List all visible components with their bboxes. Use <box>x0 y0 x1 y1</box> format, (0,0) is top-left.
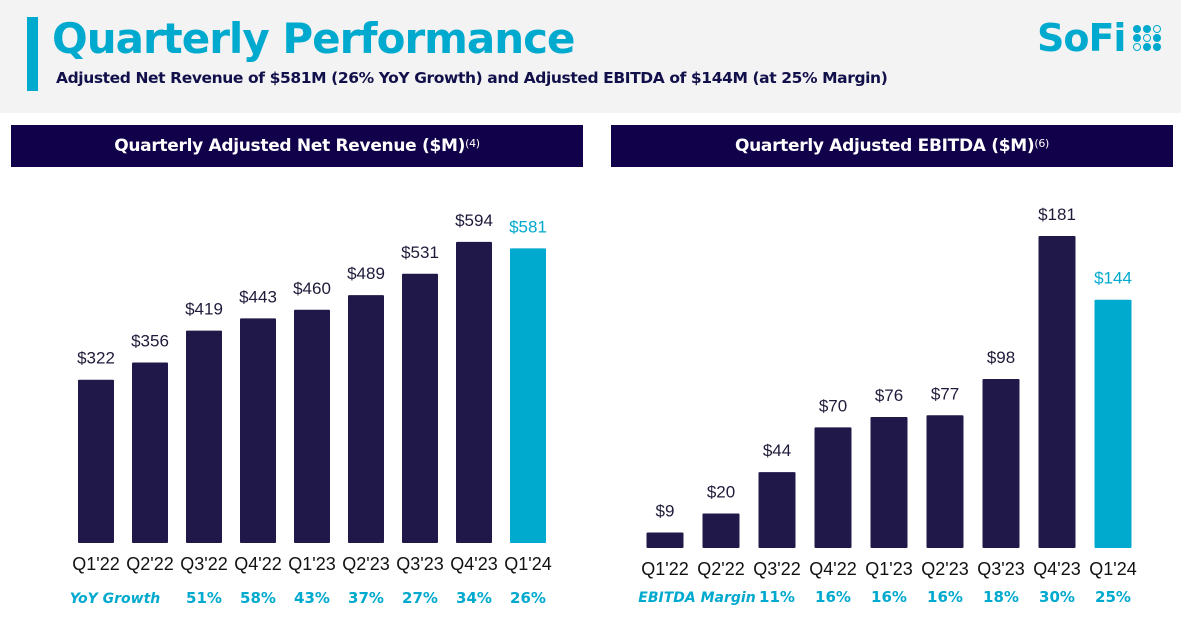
revenue-metric-value: 27% <box>402 589 438 607</box>
revenue-bar <box>240 318 276 543</box>
revenue-chart-title: Quarterly Adjusted Net Revenue ($M) <box>114 136 466 156</box>
ebitda-chart-title: Quarterly Adjusted EBITDA ($M) <box>734 136 1035 156</box>
revenue-bar <box>132 362 168 543</box>
revenue-category-label: Q4'23 <box>450 554 497 574</box>
revenue-category-label: Q2'22 <box>126 554 173 574</box>
ebitda-bar <box>926 415 964 548</box>
revenue-value-label: $489 <box>347 264 385 283</box>
ebitda-metric-value: 25% <box>1095 588 1131 606</box>
ebitda-value-label: $181 <box>1038 205 1076 224</box>
ebitda-value-label: $70 <box>819 396 847 415</box>
ebitda-category-label: Q1'22 <box>641 559 688 579</box>
revenue-metric-value: 43% <box>294 589 330 607</box>
ebitda-value-label: $77 <box>931 384 959 403</box>
revenue-value-label: $419 <box>185 300 223 319</box>
revenue-metric-value: 34% <box>456 589 492 607</box>
revenue-value-label: $356 <box>131 332 169 351</box>
revenue-category-label: Q4'22 <box>234 554 281 574</box>
revenue-category-label: Q3'22 <box>180 554 227 574</box>
ebitda-bar <box>982 379 1020 548</box>
revenue-bar <box>456 241 492 544</box>
revenue-category-label: Q1'24 <box>504 554 551 574</box>
revenue-category-label: Q1'22 <box>72 554 119 574</box>
ebitda-category-label: Q2'22 <box>697 559 744 579</box>
ebitda-category-label: Q2'23 <box>921 559 968 579</box>
ebitda-value-label: $20 <box>707 483 735 502</box>
ebitda-metric-value: 30% <box>1039 588 1075 606</box>
ebitda-bar <box>870 416 908 548</box>
ebitda-value-label: $44 <box>763 441 791 460</box>
ebitda-metric-value: 16% <box>927 588 963 606</box>
ebitda-value-label: $144 <box>1094 269 1132 288</box>
revenue-value-label: $460 <box>293 279 331 298</box>
revenue-bar <box>510 248 546 544</box>
revenue-value-label: $581 <box>509 217 547 236</box>
revenue-bar <box>186 330 222 543</box>
revenue-value-label: $443 <box>239 287 277 306</box>
page-title: Quarterly Performance <box>52 14 576 63</box>
ebitda-chart-header: Quarterly Adjusted EBITDA ($M) (6) <box>611 125 1173 167</box>
ebitda-value-label: $98 <box>987 348 1015 367</box>
slide-header: Quarterly Performance Adjusted Net Reven… <box>0 0 1181 113</box>
ebitda-metric-value: 18% <box>983 588 1019 606</box>
revenue-value-label: $594 <box>455 211 493 230</box>
ebitda-metric-label: EBITDA Margin <box>638 590 755 606</box>
revenue-bar <box>348 295 384 543</box>
revenue-footnote: (4) <box>465 136 480 150</box>
ebitda-category-label: Q4'22 <box>809 559 856 579</box>
revenue-category-label: Q1'23 <box>288 554 335 574</box>
revenue-metric-label: YoY Growth <box>70 591 161 607</box>
revenue-bar <box>78 379 114 543</box>
revenue-bar <box>294 309 330 543</box>
revenue-value-label: $531 <box>401 243 439 262</box>
logo-wordmark: SoFi <box>1037 16 1126 60</box>
title-accent-bar <box>27 17 38 91</box>
revenue-metric-value: 37% <box>348 589 384 607</box>
logo-dots-icon <box>1133 25 1162 51</box>
revenue-bar <box>402 273 438 543</box>
ebitda-category-label: Q3'23 <box>977 559 1024 579</box>
ebitda-metric-value: 16% <box>871 588 907 606</box>
ebitda-value-label: $76 <box>875 386 903 405</box>
ebitda-category-label: Q4'23 <box>1033 559 1080 579</box>
revenue-metric-value: 51% <box>186 589 222 607</box>
ebitda-bar <box>758 472 796 548</box>
revenue-metric-value: 58% <box>240 589 276 607</box>
sofi-logo: SoFi <box>1037 18 1162 58</box>
ebitda-footnote: (6) <box>1034 136 1050 150</box>
ebitda-metric-value: 11% <box>759 588 795 606</box>
ebitda-bar <box>702 513 740 548</box>
ebitda-bar <box>1094 299 1132 548</box>
page-subtitle: Adjusted Net Revenue of $581M (26% YoY G… <box>56 69 888 87</box>
revenue-value-label: $322 <box>77 349 115 368</box>
revenue-category-label: Q2'23 <box>342 554 389 574</box>
revenue-metric-value: 26% <box>510 589 546 607</box>
ebitda-category-label: Q3'22 <box>753 559 800 579</box>
ebitda-bar <box>646 532 684 548</box>
ebitda-category-label: Q1'24 <box>1089 559 1136 579</box>
ebitda-bar <box>1038 235 1076 548</box>
revenue-category-label: Q3'23 <box>396 554 443 574</box>
ebitda-value-label: $9 <box>656 501 675 520</box>
ebitda-bar <box>814 427 852 548</box>
revenue-chart-header: Quarterly Adjusted Net Revenue ($M) (4) <box>11 125 583 167</box>
ebitda-category-label: Q1'23 <box>865 559 912 579</box>
ebitda-metric-value: 16% <box>815 588 851 606</box>
